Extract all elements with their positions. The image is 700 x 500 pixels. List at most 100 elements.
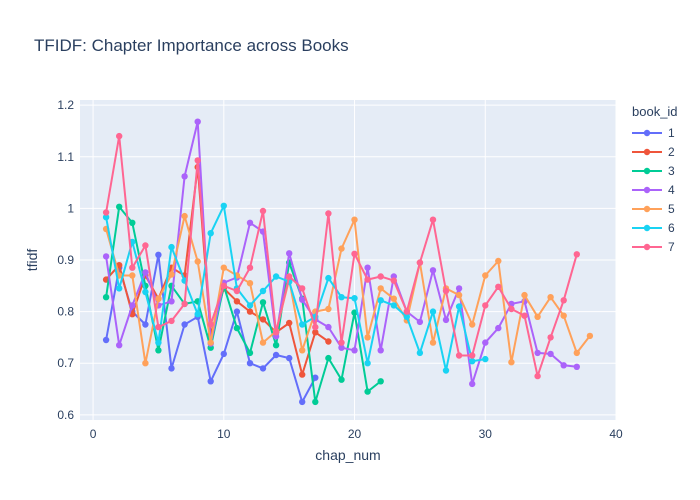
data-point[interactable]	[351, 347, 358, 354]
data-point[interactable]	[429, 216, 437, 223]
data-point[interactable]	[482, 355, 489, 363]
data-point[interactable]	[508, 305, 515, 313]
data-point[interactable]	[168, 243, 175, 251]
data-point[interactable]	[469, 358, 476, 365]
data-point[interactable]	[586, 332, 594, 340]
data-point[interactable]	[547, 334, 554, 341]
data-point[interactable]	[377, 285, 384, 292]
data-point[interactable]	[207, 339, 214, 346]
data-point[interactable]	[442, 316, 450, 324]
data-point[interactable]	[534, 313, 541, 320]
data-point[interactable]	[495, 257, 502, 265]
data-point[interactable]	[246, 308, 254, 315]
legend-item-1[interactable]: 1	[632, 126, 675, 140]
data-point[interactable]	[168, 317, 175, 325]
data-point[interactable]	[312, 374, 319, 381]
data-point[interactable]	[469, 352, 476, 359]
data-point[interactable]	[181, 321, 188, 328]
data-point[interactable]	[534, 372, 541, 380]
data-point[interactable]	[102, 214, 110, 221]
data-point[interactable]	[482, 339, 489, 346]
data-point[interactable]	[246, 264, 254, 271]
data-point[interactable]	[560, 297, 567, 304]
data-point[interactable]	[312, 329, 319, 336]
data-point[interactable]	[338, 245, 345, 252]
data-point[interactable]	[246, 360, 254, 367]
data-point[interactable]	[155, 295, 162, 302]
data-point[interactable]	[455, 352, 463, 359]
data-point[interactable]	[325, 323, 332, 331]
data-point[interactable]	[168, 298, 175, 305]
data-point[interactable]	[429, 267, 437, 274]
data-point[interactable]	[233, 324, 241, 332]
data-point[interactable]	[508, 359, 515, 366]
data-point[interactable]	[246, 219, 254, 226]
data-point[interactable]	[259, 207, 267, 215]
data-point[interactable]	[364, 264, 371, 271]
data-point[interactable]	[116, 285, 123, 292]
legend-item-3[interactable]: 3	[632, 164, 675, 178]
data-point[interactable]	[259, 365, 267, 372]
data-point[interactable]	[142, 269, 149, 276]
data-point[interactable]	[351, 250, 358, 257]
data-point[interactable]	[455, 285, 463, 292]
data-point[interactable]	[338, 344, 345, 351]
legend-item-5[interactable]: 5	[632, 202, 675, 216]
data-point[interactable]	[299, 285, 306, 292]
data-point[interactable]	[220, 282, 227, 289]
data-point[interactable]	[272, 273, 280, 280]
data-point[interactable]	[102, 209, 110, 216]
data-point[interactable]	[168, 365, 175, 372]
legend[interactable]: 1 2 3 4 5 6 7	[632, 126, 675, 254]
data-point[interactable]	[116, 132, 123, 140]
data-point[interactable]	[233, 308, 241, 315]
data-point[interactable]	[482, 272, 489, 279]
data-point[interactable]	[129, 302, 136, 309]
data-point[interactable]	[377, 347, 384, 354]
data-point[interactable]	[351, 295, 358, 302]
data-point[interactable]	[338, 339, 345, 346]
data-point[interactable]	[220, 202, 227, 209]
data-point[interactable]	[272, 329, 280, 336]
data-point[interactable]	[403, 308, 410, 315]
legend-item-6[interactable]: 6	[632, 221, 675, 235]
data-point[interactable]	[142, 242, 149, 249]
data-point[interactable]	[129, 264, 136, 271]
data-point[interactable]	[299, 398, 306, 406]
data-point[interactable]	[142, 321, 149, 328]
data-point[interactable]	[129, 272, 136, 279]
data-point[interactable]	[560, 312, 567, 319]
data-point[interactable]	[259, 287, 267, 295]
legend-item-7[interactable]: 7	[632, 240, 675, 254]
data-point[interactable]	[469, 380, 476, 388]
data-point[interactable]	[364, 334, 371, 341]
data-point[interactable]	[194, 311, 201, 318]
data-point[interactable]	[364, 276, 371, 283]
data-point[interactable]	[377, 297, 384, 304]
data-point[interactable]	[246, 280, 254, 287]
data-point[interactable]	[521, 291, 528, 299]
data-point[interactable]	[364, 360, 371, 367]
data-point[interactable]	[181, 173, 188, 180]
data-point[interactable]	[416, 318, 424, 326]
data-point[interactable]	[194, 258, 201, 265]
data-point[interactable]	[455, 303, 463, 310]
data-point[interactable]	[573, 363, 580, 370]
data-point[interactable]	[142, 360, 149, 367]
data-point[interactable]	[390, 277, 397, 284]
data-point[interactable]	[403, 313, 410, 320]
data-point[interactable]	[495, 283, 502, 290]
data-point[interactable]	[469, 321, 476, 328]
data-point[interactable]	[416, 349, 424, 357]
data-point[interactable]	[390, 302, 397, 309]
data-point[interactable]	[116, 203, 123, 210]
data-point[interactable]	[312, 323, 319, 331]
data-point[interactable]	[442, 287, 450, 295]
data-point[interactable]	[220, 350, 227, 358]
data-point[interactable]	[573, 251, 580, 258]
legend-item-4[interactable]: 4	[632, 183, 675, 197]
data-point[interactable]	[102, 336, 110, 344]
data-point[interactable]	[194, 118, 201, 125]
data-point[interactable]	[233, 298, 241, 305]
data-point[interactable]	[155, 339, 162, 346]
